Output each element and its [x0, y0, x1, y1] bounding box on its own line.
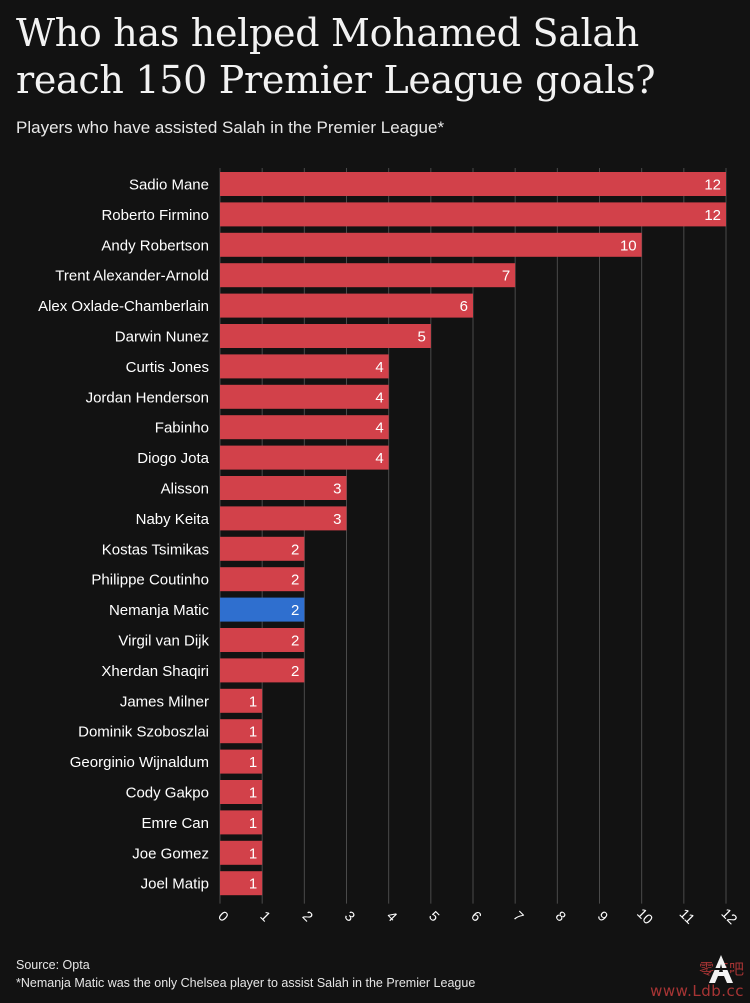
bar [220, 597, 305, 622]
data-label: 2 [291, 602, 299, 619]
x-tick-label: 3 [342, 908, 359, 925]
watermark-url: www.Ldb.cc [650, 982, 744, 1000]
bar [220, 202, 726, 227]
x-tick-label: 8 [552, 908, 569, 925]
data-label: 12 [704, 207, 721, 224]
x-tick-label: 10 [634, 905, 656, 927]
data-label: 3 [333, 481, 341, 498]
category-label: Kostas Tsimikas [102, 541, 209, 558]
x-tick-label: 2 [299, 908, 316, 925]
data-label: 4 [375, 450, 383, 467]
bar [220, 840, 263, 865]
category-label: Joe Gomez [132, 845, 209, 862]
category-label: Jordan Henderson [86, 389, 209, 406]
data-label: 1 [249, 845, 257, 862]
data-label: 1 [249, 785, 257, 802]
bar [220, 810, 263, 835]
category-label: Dominik Szoboszlai [78, 724, 209, 741]
category-label: Xherdan Shaqiri [101, 663, 209, 680]
bar [220, 445, 389, 470]
bar [220, 871, 263, 896]
category-label: Alisson [161, 481, 209, 498]
category-label: Naby Keita [136, 511, 210, 528]
category-label: Diogo Jota [137, 450, 209, 467]
category-label: Curtis Jones [126, 359, 209, 376]
category-label: Joel Matip [141, 876, 209, 893]
category-label: Emre Can [141, 815, 209, 832]
data-label: 2 [291, 663, 299, 680]
category-label: Roberto Firmino [101, 207, 209, 224]
data-label: 7 [502, 268, 510, 285]
bar [220, 293, 473, 318]
bar [220, 506, 347, 531]
data-label: 2 [291, 633, 299, 650]
category-label: Georginio Wijnaldum [70, 754, 209, 771]
category-label: Virgil van Dijk [118, 633, 209, 650]
x-tick-label: 5 [426, 908, 443, 925]
data-label: 12 [704, 177, 721, 194]
bar [220, 536, 305, 561]
category-label: Alex Oxlade-Chamberlain [38, 298, 209, 315]
bar [220, 324, 431, 348]
bar [220, 384, 389, 409]
chart-footer: Source: Opta *Nemanja Matic was the only… [16, 956, 475, 992]
bar [220, 749, 263, 774]
x-tick-label: 6 [468, 908, 485, 925]
bar [220, 263, 516, 288]
data-label: 1 [249, 815, 257, 832]
bar [220, 658, 305, 683]
category-label: Nemanja Matic [109, 602, 210, 619]
data-label: 5 [417, 329, 425, 346]
athletic-logo-icon [708, 955, 734, 983]
data-label: 4 [375, 359, 383, 376]
x-tick-label: 4 [384, 908, 401, 925]
category-label: Cody Gakpo [126, 785, 209, 802]
bar [220, 232, 642, 257]
chart-title: Who has helped Mohamed Salah reach 150 P… [16, 11, 656, 102]
data-label: 4 [375, 389, 383, 406]
x-tick-label: 9 [595, 908, 612, 925]
category-label: Andy Robertson [101, 237, 209, 254]
source-note: Source: Opta [16, 958, 90, 972]
category-label: James Milner [120, 693, 209, 710]
footnote: *Nemanja Matic was the only Chelsea play… [16, 976, 476, 990]
data-label: 10 [620, 237, 637, 254]
data-label: 1 [249, 754, 257, 771]
bar [220, 172, 726, 196]
data-label: 1 [249, 693, 257, 710]
bar [220, 688, 263, 713]
category-label: Fabinho [155, 420, 209, 437]
data-label: 3 [333, 511, 341, 528]
data-label: 1 [249, 876, 257, 893]
x-tick-label: 1 [257, 908, 274, 925]
x-tick-label: 0 [215, 908, 232, 925]
bar [220, 476, 347, 500]
data-label: 2 [291, 572, 299, 589]
data-label: 4 [375, 420, 383, 437]
chart-subtitle: Players who have assisted Salah in the P… [16, 118, 445, 137]
bar [220, 415, 389, 440]
x-tick-label: 11 [677, 905, 699, 927]
data-label: 2 [291, 541, 299, 558]
category-label: Darwin Nunez [115, 329, 209, 346]
bar [220, 780, 263, 804]
data-label: 1 [249, 724, 257, 741]
bar [220, 354, 389, 379]
bar [220, 719, 263, 744]
bar [220, 628, 305, 652]
x-tick-label: 12 [718, 905, 740, 927]
x-tick-label: 7 [510, 908, 527, 925]
data-label: 6 [460, 298, 468, 315]
category-label: Philippe Coutinho [91, 572, 209, 589]
category-label: Trent Alexander-Arnold [55, 268, 209, 285]
bar [220, 567, 305, 592]
category-label: Sadio Mane [129, 177, 209, 194]
